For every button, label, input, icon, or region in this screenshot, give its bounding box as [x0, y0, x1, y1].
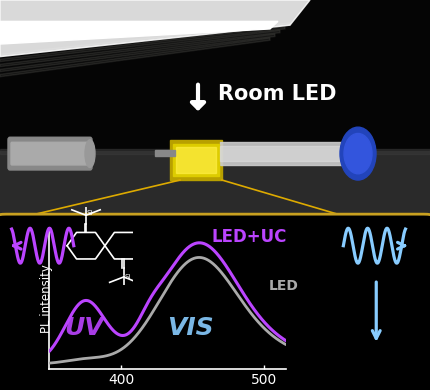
Ellipse shape	[344, 133, 372, 174]
FancyBboxPatch shape	[0, 214, 430, 390]
Bar	[170, 140, 222, 180]
Text: VIS: VIS	[166, 316, 213, 340]
Bar	[0, 149, 430, 154]
Bar	[220, 142, 360, 165]
FancyBboxPatch shape	[8, 137, 92, 170]
Bar	[155, 150, 175, 156]
Ellipse shape	[340, 127, 376, 180]
Text: Room LED: Room LED	[218, 85, 337, 105]
Polygon shape	[0, 21, 278, 44]
Text: Si: Si	[125, 274, 131, 280]
Polygon shape	[0, 27, 285, 62]
FancyBboxPatch shape	[11, 142, 89, 165]
Bar	[220, 146, 358, 161]
Bar	[173, 144, 219, 176]
Text: LED+UC: LED+UC	[212, 228, 287, 246]
Polygon shape	[0, 0, 310, 57]
Bar	[176, 147, 216, 172]
Ellipse shape	[85, 140, 95, 167]
Y-axis label: PL intensity: PL intensity	[40, 264, 53, 333]
Text: Si: Si	[87, 210, 93, 216]
Text: LED: LED	[269, 278, 298, 292]
Polygon shape	[0, 34, 275, 72]
Polygon shape	[0, 38, 270, 77]
Text: UV: UV	[64, 316, 104, 340]
Bar	[0, 151, 430, 220]
Polygon shape	[0, 23, 290, 57]
Polygon shape	[0, 30, 280, 67]
